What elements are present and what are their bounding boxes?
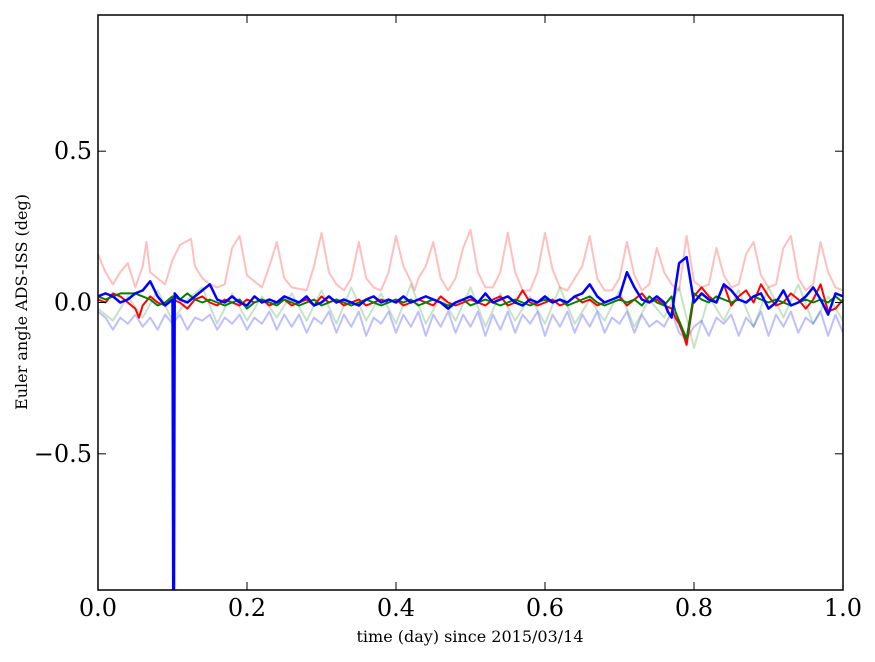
series-line-2 <box>98 283 843 349</box>
x-tick-label: 0.6 <box>526 594 564 622</box>
series-line-3 <box>98 310 843 340</box>
x-tick-label: 1.0 <box>824 594 862 622</box>
x-tick-label: 0.8 <box>675 594 713 622</box>
y-axis-label: Euler angle ADS-ISS (deg) <box>12 194 31 410</box>
series-layer <box>98 228 843 590</box>
y-tick-label: 0.0 <box>54 289 92 317</box>
series-line-6 <box>98 255 843 590</box>
y-tick-label: 0.5 <box>54 137 92 165</box>
x-tick-label: 0.2 <box>228 594 266 622</box>
x-tick-label: 0.4 <box>377 594 415 622</box>
x-tick-label: 0.0 <box>79 594 117 622</box>
y-tick-label: −0.5 <box>34 440 92 468</box>
series-line-1 <box>98 228 843 292</box>
x-axis-label: time (day) since 2015/03/14 <box>356 627 583 646</box>
tick-layer: 0.0 0.2 0.4 0.6 0.8 1.0 −0.5 0.0 0.5 <box>34 15 862 622</box>
